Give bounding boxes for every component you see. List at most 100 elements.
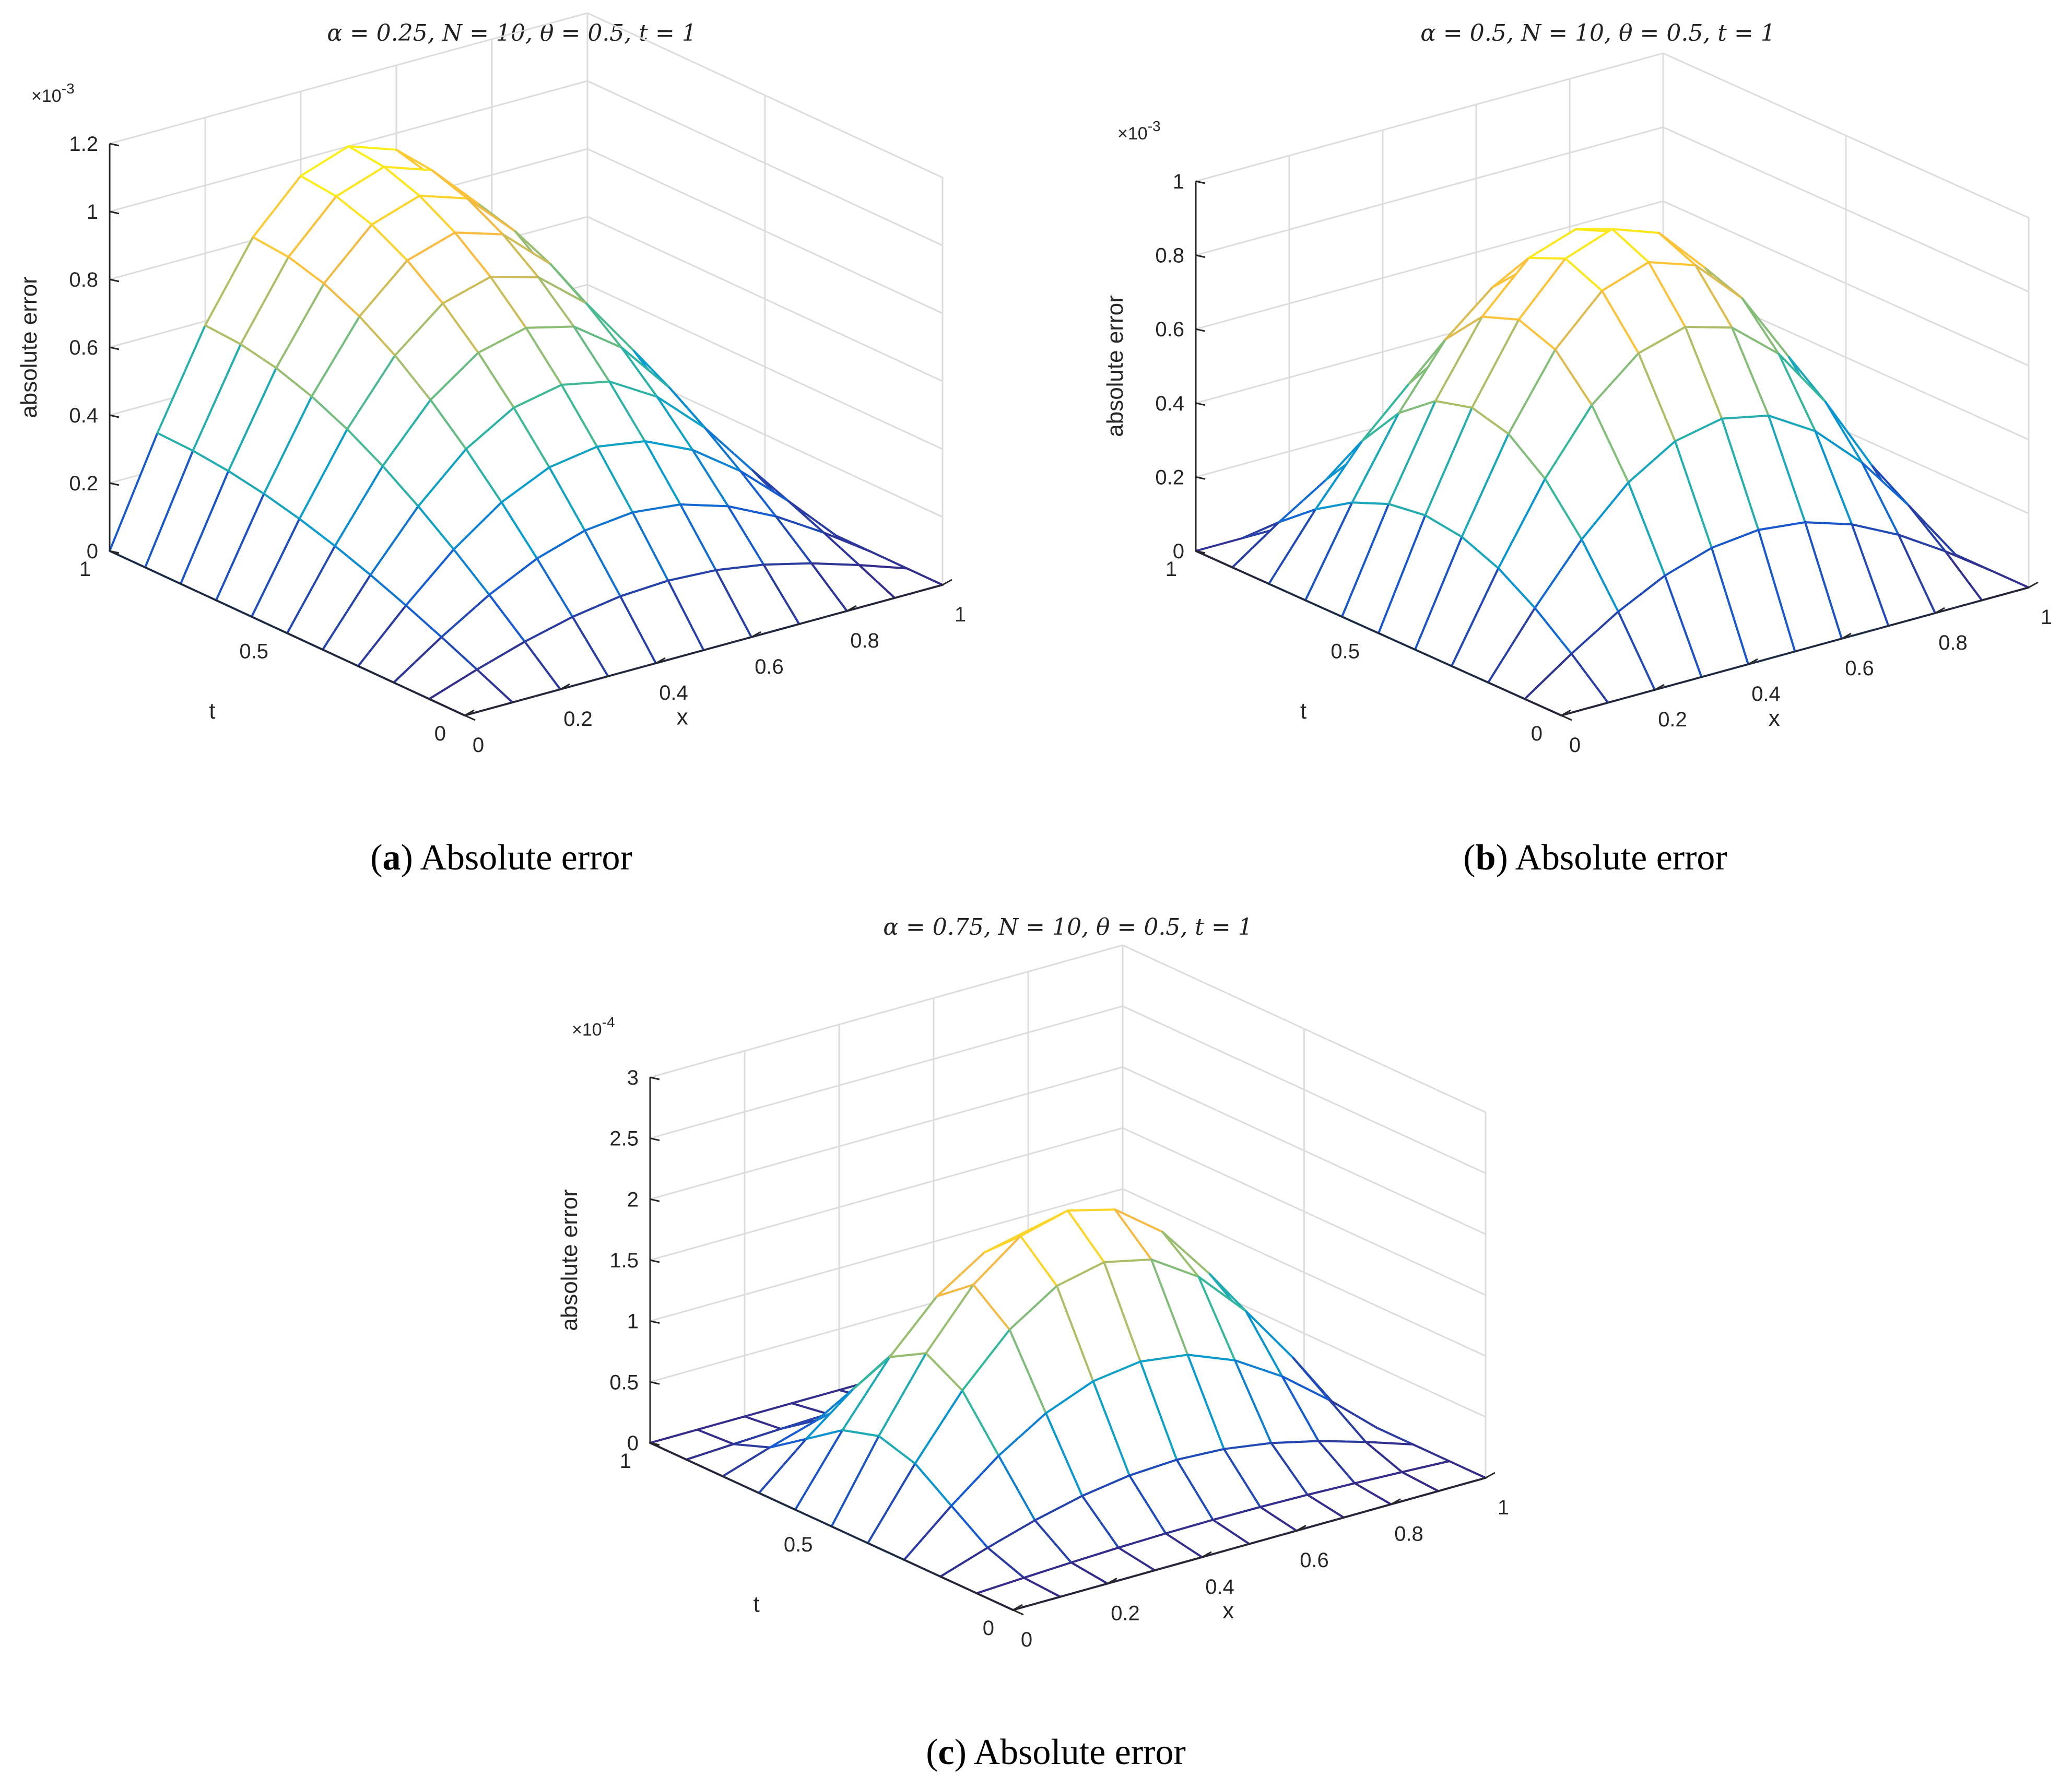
z-tick-mark (1195, 180, 1206, 184)
x-tick-mark (1107, 1578, 1117, 1584)
t-tick-label: 1 (1166, 558, 1177, 581)
back-wall-z-gridline (650, 944, 1123, 1078)
z-tick-label: 0.4 (69, 404, 98, 427)
t-tick-mark (1378, 632, 1390, 639)
z-tick-mark (1195, 254, 1206, 258)
x-tick-label: 1 (2041, 606, 2052, 629)
back-wall-z-gridline (650, 1188, 1123, 1322)
x-tick-mark (846, 605, 857, 612)
x-tick-mark (1202, 1551, 1212, 1558)
x-tick-label: 0.2 (1658, 708, 1687, 731)
t-tick-label: 1 (79, 558, 91, 581)
z-tick-mark (650, 1198, 660, 1202)
panel-c-title: α = 0.75, N = 10, θ = 0.5, t = 1 (883, 914, 1253, 941)
panel-b: α = 0.5, N = 10, θ = 0.5, t = 1 0 0.2 0.4 0… (1102, 20, 2052, 878)
panel-b-plot: 0 0.2 0.4 0.6 0.8 1 ×10-3 absolute error 0 0.2 0.4… (1102, 52, 2052, 757)
panel-a: α = 0.25, N = 10, θ = 0.5, t = 1 00.20.4… (16, 12, 966, 878)
z-tick-label: 0.8 (1155, 244, 1184, 267)
z-axis-label: absolute error (16, 276, 42, 418)
back-wall-z-gridline (650, 1005, 1123, 1139)
z-tick-label: 0 (1173, 540, 1184, 563)
z-tick-mark (650, 1381, 660, 1385)
z-tick-label: 0.2 (69, 472, 98, 495)
back-wall-z-gridline (1195, 200, 1664, 330)
t-tick-mark (650, 1442, 661, 1449)
panel-b-title: α = 0.5, N = 10, θ = 0.5, t = 1 (1420, 20, 1775, 46)
z-axis-label: absolute error (557, 1189, 582, 1331)
x-tick-mark (2028, 581, 2039, 589)
x-tick-mark (1296, 1524, 1306, 1532)
x-tick-mark (1013, 1604, 1023, 1611)
x-tick-label: 0.2 (563, 708, 593, 731)
t-tick-mark (109, 550, 121, 557)
z-tick-mark (650, 1259, 660, 1263)
z-axis-label: absolute error (1102, 295, 1128, 437)
z-tick-mark (1195, 402, 1206, 406)
x-tick-label: 0 (1569, 734, 1581, 757)
panel-c-caption-text: Absolute error (974, 1732, 1186, 1772)
x-tick-label: 1 (1498, 1496, 1509, 1519)
z-tick-label: 1 (1173, 170, 1184, 193)
x-tick-label: 0.8 (1938, 631, 1968, 654)
x-tick-mark (751, 631, 761, 638)
back-wall-z-gridline (1195, 52, 1664, 182)
t-tick-label: 0 (1531, 722, 1543, 745)
panel-a-plot: 0 0.2 0.4 0.6 0.8 1 1.2 ×10-3 absolute error 0 0.2… (16, 12, 966, 757)
x-tick-mark (1748, 658, 1758, 665)
t-tick-label: 0.5 (784, 1533, 813, 1556)
x-tick-mark (1841, 632, 1852, 640)
z-tick-mark (650, 1076, 660, 1080)
t-tick-mark (287, 632, 298, 639)
z-tick-label: 1.2 (69, 133, 98, 156)
z-tick-label: 1 (627, 1310, 639, 1333)
z-tick-label: 0.4 (1155, 392, 1184, 415)
t-tick-mark (1195, 550, 1207, 557)
x-tick-label: 0.4 (659, 681, 688, 704)
x-tick-label: 0.6 (1845, 657, 1874, 680)
x-tick-label: 1 (955, 603, 966, 626)
z-tick-label: 1 (87, 201, 98, 224)
x-tick-label: 0.6 (755, 655, 784, 678)
panel-c-caption-label: c (938, 1732, 955, 1772)
z-tick-label: 2.5 (609, 1127, 639, 1150)
z-tick-mark (1195, 328, 1206, 332)
x-axis-line (464, 584, 943, 716)
x-tick-mark (942, 579, 952, 586)
x-tick-mark (560, 683, 570, 690)
x-tick-label: 0.8 (850, 629, 879, 652)
z-tick-label: 3 (627, 1066, 639, 1089)
z-tick-mark (1195, 476, 1206, 480)
z-tick-label: 0.6 (1155, 318, 1184, 341)
x-axis-label: x (677, 704, 688, 730)
panel-a-caption-label: a (383, 838, 401, 878)
x-tick-mark (655, 657, 666, 664)
t-tick-label: 0.5 (1331, 640, 1360, 663)
t-tick-mark (1561, 714, 1572, 721)
x-tick-mark (464, 709, 475, 716)
t-tick-label: 0 (434, 722, 446, 745)
z-tick-label: 0.5 (609, 1371, 639, 1394)
t-axis-label: t (209, 698, 215, 724)
z-tick-label: 0.2 (1155, 466, 1184, 489)
x-axis-label: x (1769, 706, 1780, 731)
t-axis-label: t (753, 1592, 759, 1617)
panel-b-caption: (b) Absolute error (1463, 838, 1727, 878)
x-tick-label: 0 (1021, 1628, 1032, 1651)
x-axis-label: x (1222, 1598, 1234, 1624)
z-tick-mark (109, 210, 120, 215)
panel-b-caption-label: b (1476, 838, 1496, 878)
t-tick-mark (1013, 1609, 1024, 1616)
t-tick-mark (831, 1525, 843, 1532)
x-tick-mark (1561, 709, 1571, 716)
z-tick-mark (109, 346, 120, 350)
back-wall-z-gridline (650, 1127, 1123, 1261)
x-tick-label: 0.2 (1111, 1602, 1140, 1625)
x-tick-label: 0.4 (1751, 683, 1781, 706)
x-tick-label: 0 (473, 734, 484, 757)
t-tick-label: 0 (983, 1617, 994, 1640)
x-axis-line (1013, 1477, 1486, 1611)
z-tick-label: 0.8 (69, 268, 98, 291)
z-tick-label: 1.5 (609, 1249, 639, 1272)
back-wall-z-gridline (650, 1066, 1123, 1200)
